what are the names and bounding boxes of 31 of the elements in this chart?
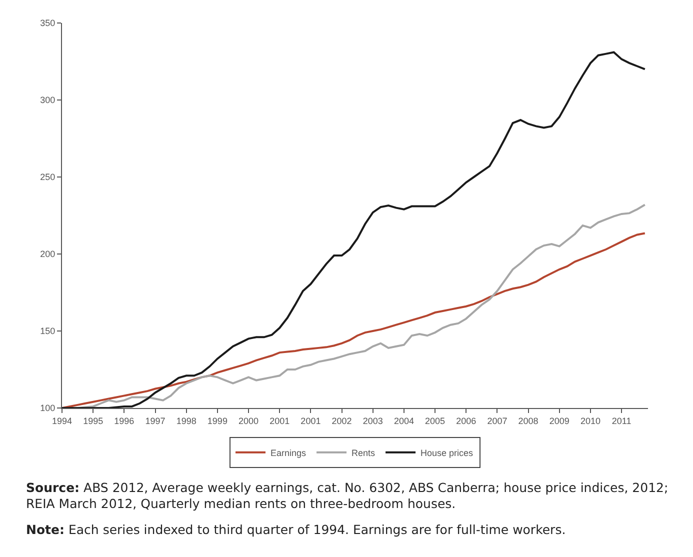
y-tick-label: 100 [40,403,56,414]
x-tick-label: 2002 [332,416,352,426]
x-tick-label: 1994 [52,416,72,426]
x-tick-label: 1995 [83,416,104,426]
x-tick-label: 2003 [362,416,383,426]
text: Note: Each series indexed to third quarter of 1994. Earnings are for full-time workers. [26,522,566,536]
x-tick-label: 1997 [145,416,166,426]
y-tick-label: 350 [40,18,56,28]
x-tick-label: 1999 [207,416,228,426]
y-tick-label: 300 [40,95,56,106]
x-tick-label: 2005 [425,416,446,426]
x-tick-label: 2011 [612,416,632,426]
source-note: Source: ABS 2012, Average weekly earnings, cat. No. 6302, ABS Canberra; house price indices, 2012; REIA March 2012, Quarterly median rents on three-bedroom houses. [26,480,668,512]
legend-label: Earnings [270,448,307,458]
legend-label: House prices [420,448,474,458]
y-tick-label: 200 [40,249,56,260]
y-tick-label: 150 [40,326,56,336]
x-tick-label: 2006 [456,416,476,426]
x-tick-label: 2001 [300,416,321,426]
x-tick-label: 1996 [114,416,134,426]
y-tick-label: 250 [40,172,56,182]
legend-label: Rents [352,448,376,458]
x-tick-label: 2008 [518,416,538,426]
x-tick-label: 2009 [549,416,570,426]
x-tick-label: 2000 [238,416,259,426]
x-tick-label: 2004 [394,416,414,426]
x-tick-label: 1998 [176,416,196,426]
x-tick-label: 2001 [270,416,290,426]
line-series [62,51,646,408]
x-tick-label: 2007 [487,416,508,426]
x-tick-label: 2010 [580,416,601,426]
